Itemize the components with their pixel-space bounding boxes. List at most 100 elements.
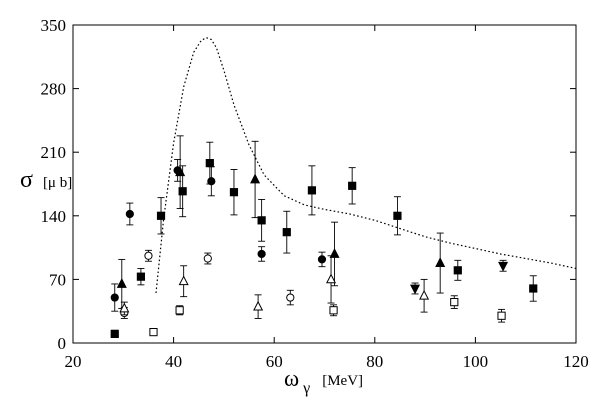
square-marker	[110, 329, 119, 339]
data-point-filled-circles	[257, 246, 266, 262]
square-marker	[257, 216, 266, 225]
y-axis-unit: [μ b]	[43, 175, 72, 191]
x-tick-label: 100	[463, 352, 489, 371]
y-tick-label: 210	[41, 143, 67, 162]
square-marker	[175, 306, 184, 315]
square-marker	[205, 159, 214, 168]
triangle-up-marker	[419, 289, 430, 300]
data-point-open-triangles	[178, 265, 189, 298]
data-point-open-squares	[497, 308, 506, 323]
y-tick-label: 350	[41, 16, 67, 35]
circle-marker	[317, 255, 327, 264]
data-point-filled-circles	[207, 166, 216, 197]
data-point-filled-squares	[257, 198, 266, 242]
square-marker	[178, 187, 187, 196]
circle-marker	[125, 209, 134, 219]
square-marker	[348, 181, 357, 190]
circle-marker	[207, 177, 216, 186]
data-point-filled-triangles	[175, 135, 186, 209]
triangle-down-marker	[498, 261, 509, 272]
x-axis-symbol: ω	[284, 366, 299, 391]
data-point-filled-circles	[125, 202, 134, 226]
circle-marker	[286, 293, 295, 302]
data-point-filled-squares	[136, 268, 146, 286]
x-tick-label: 20	[65, 352, 82, 371]
data-point-open-circles	[203, 252, 212, 265]
data-point-filled-triangles	[250, 140, 261, 219]
theory-curve	[155, 37, 577, 294]
data-point-filled-inverted-triangles	[498, 259, 509, 272]
circle-marker	[144, 251, 153, 260]
square-marker	[307, 186, 317, 195]
x-tick-label: 80	[366, 352, 383, 371]
data-point-open-squares	[175, 305, 184, 316]
y-tick-label: 0	[58, 334, 67, 353]
x-axis-title: ω γ [MeV]	[284, 366, 363, 397]
square-marker	[329, 306, 338, 315]
y-axis-symbol: σ	[20, 167, 33, 193]
data-point-open-squares	[329, 304, 338, 317]
triangle-up-marker	[326, 273, 337, 284]
x-tick-label: 60	[266, 352, 283, 371]
data-point-filled-squares	[282, 210, 291, 254]
data-point-filled-triangles	[329, 221, 340, 287]
plot-frame	[72, 24, 577, 344]
data-point-open-squares	[450, 295, 459, 309]
circle-marker	[203, 254, 212, 263]
data-point-filled-squares	[393, 196, 402, 236]
triangle-up-marker	[116, 278, 127, 288]
data-point-open-triangles	[119, 301, 130, 316]
data-point-open-triangles	[326, 255, 337, 304]
ticks	[72, 24, 577, 344]
square-marker	[229, 188, 239, 197]
x-axis-unit: [MeV]	[322, 373, 363, 389]
data-point-filled-squares	[307, 165, 317, 216]
data-point-filled-squares	[110, 329, 119, 339]
square-marker	[282, 228, 291, 237]
square-marker	[450, 298, 459, 307]
data-point-filled-triangles	[435, 232, 446, 294]
square-marker	[156, 211, 166, 220]
triangle-up-marker	[329, 248, 340, 258]
data-point-filled-squares	[205, 141, 214, 185]
triangle-up-marker	[253, 300, 264, 311]
circle-marker	[110, 293, 119, 302]
y-axis-title: σ [μ b]	[20, 167, 72, 193]
triangle-up-marker	[435, 257, 446, 267]
square-marker	[393, 211, 402, 220]
data-point-open-triangles	[419, 278, 430, 313]
data-point-filled-inverted-triangles	[410, 282, 421, 295]
y-tick-label: 140	[41, 207, 67, 226]
circle-marker	[257, 249, 266, 259]
square-marker	[453, 266, 462, 275]
data-point-filled-triangles	[116, 258, 127, 309]
data-point-open-squares	[149, 327, 158, 337]
data-point-filled-squares	[529, 275, 538, 302]
triangle-up-marker	[178, 275, 189, 286]
triangle-up-marker	[250, 173, 261, 184]
tick-labels: 20 40 60 80 100 120 0 70 140 210 280 350	[41, 16, 589, 371]
data-point-filled-squares	[348, 167, 357, 205]
data-point-filled-circles	[110, 283, 119, 312]
triangle-down-marker	[410, 284, 421, 295]
data-point-open-triangles	[253, 294, 264, 319]
data-point-filled-circles	[317, 251, 327, 268]
data-point-filled-squares	[229, 169, 239, 216]
y-tick-label: 280	[41, 80, 67, 99]
data-points	[110, 135, 538, 339]
square-marker	[136, 272, 146, 281]
data-point-filled-squares	[156, 197, 166, 235]
x-tick-label: 120	[563, 352, 589, 371]
x-axis-subscript: γ	[302, 380, 310, 397]
x-tick-label: 40	[165, 352, 182, 371]
y-tick-label: 70	[49, 270, 66, 289]
triangle-up-marker	[119, 302, 130, 313]
square-marker	[497, 311, 506, 320]
triangle-up-marker	[175, 166, 186, 177]
data-point-open-circles	[144, 249, 153, 262]
data-point-filled-squares	[453, 259, 462, 281]
data-point-open-circles	[286, 289, 295, 306]
square-marker	[149, 327, 158, 337]
square-marker	[529, 284, 538, 293]
